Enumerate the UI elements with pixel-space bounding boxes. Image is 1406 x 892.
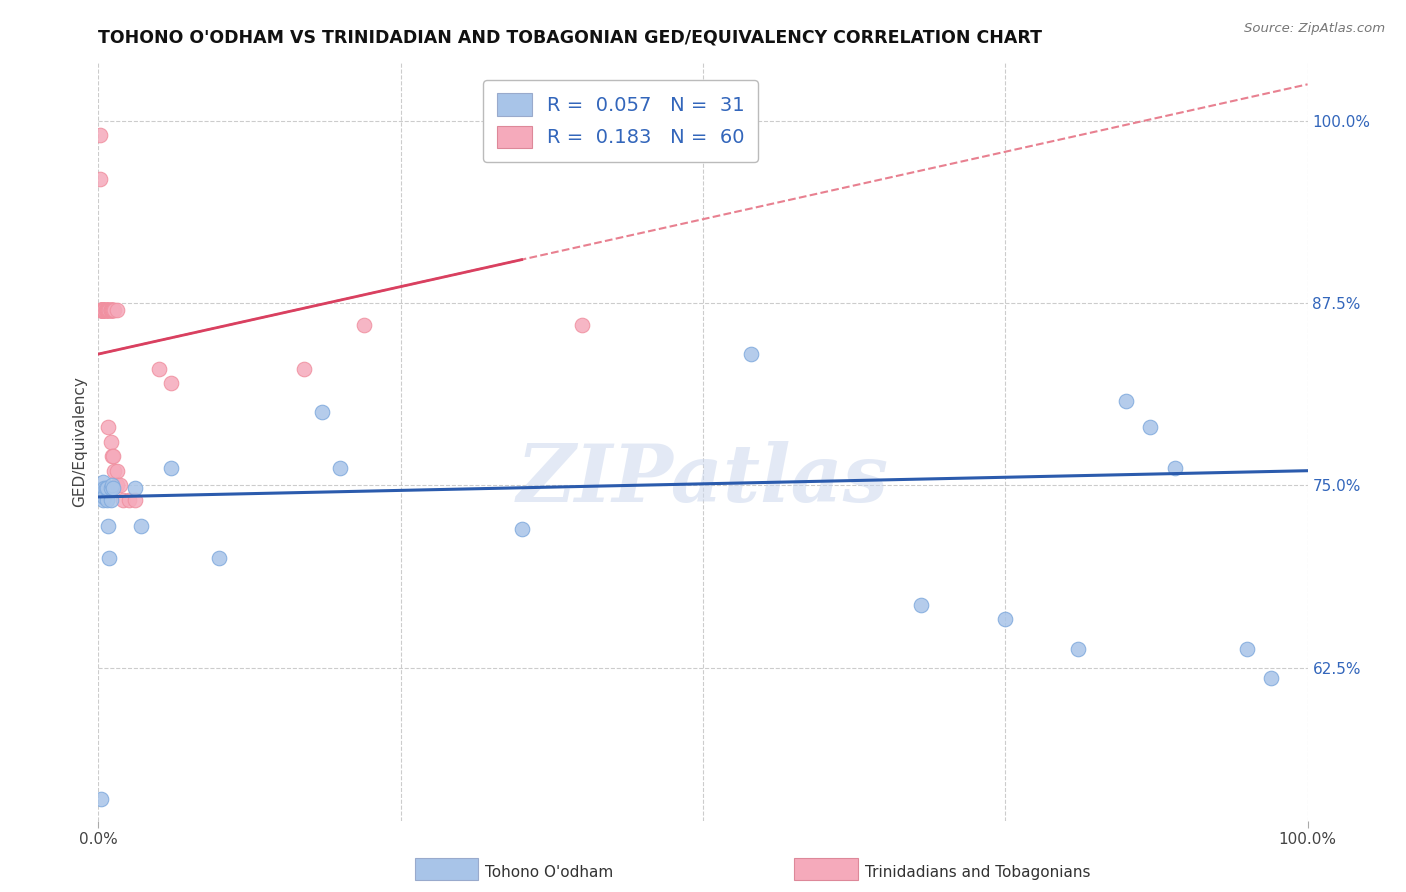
Point bbox=[329, 460, 352, 475]
Point bbox=[98, 303, 121, 318]
Text: Tohono O'odham: Tohono O'odham bbox=[485, 865, 613, 880]
Point bbox=[129, 519, 152, 533]
Point bbox=[94, 303, 117, 318]
Point bbox=[103, 464, 125, 478]
Y-axis label: GED/Equivalency: GED/Equivalency bbox=[72, 376, 87, 507]
Point bbox=[90, 303, 112, 318]
Point bbox=[510, 522, 533, 536]
Point bbox=[910, 598, 932, 612]
Point bbox=[97, 303, 120, 318]
Point bbox=[103, 303, 125, 318]
Point bbox=[105, 303, 128, 318]
Text: TOHONO O'ODHAM VS TRINIDADIAN AND TOBAGONIAN GED/EQUIVALENCY CORRELATION CHART: TOHONO O'ODHAM VS TRINIDADIAN AND TOBAGO… bbox=[98, 29, 1042, 47]
Point bbox=[91, 303, 114, 318]
Point bbox=[160, 376, 183, 391]
Text: ZIPatlas: ZIPatlas bbox=[517, 441, 889, 518]
Point bbox=[1236, 641, 1258, 656]
Point bbox=[91, 303, 114, 318]
Point bbox=[96, 492, 118, 507]
Point bbox=[100, 478, 122, 492]
Point bbox=[740, 347, 762, 361]
Point bbox=[96, 303, 118, 318]
Point bbox=[208, 551, 231, 566]
Point bbox=[100, 449, 122, 463]
Point bbox=[108, 478, 131, 492]
Point bbox=[105, 464, 128, 478]
Point bbox=[100, 303, 122, 318]
Point bbox=[91, 303, 114, 318]
Point bbox=[353, 318, 375, 332]
Point bbox=[101, 303, 124, 318]
Point bbox=[100, 303, 122, 318]
Point bbox=[124, 481, 146, 495]
Point bbox=[90, 303, 112, 318]
Point bbox=[100, 303, 122, 318]
Point bbox=[93, 303, 115, 318]
Point bbox=[93, 303, 115, 318]
Point bbox=[111, 492, 134, 507]
Point bbox=[91, 475, 114, 490]
Point bbox=[93, 481, 115, 495]
Point bbox=[101, 303, 124, 318]
Point bbox=[91, 303, 114, 318]
Text: Trinidadians and Tobagonians: Trinidadians and Tobagonians bbox=[865, 865, 1090, 880]
Point bbox=[101, 449, 124, 463]
Point bbox=[1163, 460, 1185, 475]
Point bbox=[90, 303, 112, 318]
Point bbox=[98, 303, 121, 318]
Point bbox=[97, 420, 120, 434]
Point bbox=[100, 303, 122, 318]
Point bbox=[91, 492, 114, 507]
Point bbox=[1139, 420, 1161, 434]
Point bbox=[105, 478, 128, 492]
Point bbox=[97, 303, 120, 318]
Point bbox=[571, 318, 593, 332]
Point bbox=[100, 303, 122, 318]
Point bbox=[89, 303, 111, 318]
Point bbox=[94, 303, 117, 318]
Point bbox=[97, 519, 120, 533]
Point bbox=[101, 481, 124, 495]
Point bbox=[91, 485, 114, 500]
Point bbox=[311, 405, 333, 419]
Point bbox=[89, 128, 111, 143]
Point bbox=[292, 361, 315, 376]
Point bbox=[90, 791, 112, 805]
Point bbox=[91, 303, 114, 318]
Point bbox=[124, 492, 146, 507]
Point bbox=[994, 612, 1017, 626]
Point bbox=[94, 481, 117, 495]
Point bbox=[100, 434, 122, 449]
Point bbox=[1115, 393, 1137, 408]
Point bbox=[118, 492, 141, 507]
Point bbox=[89, 172, 111, 186]
Text: Source: ZipAtlas.com: Source: ZipAtlas.com bbox=[1244, 22, 1385, 36]
Point bbox=[91, 303, 114, 318]
Legend: R =  0.057   N =  31, R =  0.183   N =  60: R = 0.057 N = 31, R = 0.183 N = 60 bbox=[484, 79, 758, 161]
Point bbox=[160, 460, 183, 475]
Point bbox=[98, 551, 121, 566]
Point bbox=[91, 303, 114, 318]
Point bbox=[100, 492, 122, 507]
Point bbox=[94, 303, 117, 318]
Point bbox=[100, 303, 122, 318]
Point bbox=[91, 303, 114, 318]
Point bbox=[96, 303, 118, 318]
Point bbox=[96, 303, 118, 318]
Point bbox=[100, 481, 122, 495]
Point bbox=[1067, 641, 1090, 656]
Point bbox=[97, 303, 120, 318]
Point bbox=[91, 303, 114, 318]
Point bbox=[148, 361, 170, 376]
Point bbox=[91, 303, 114, 318]
Point bbox=[93, 490, 115, 504]
Point bbox=[96, 481, 118, 495]
Point bbox=[93, 303, 115, 318]
Point bbox=[93, 303, 115, 318]
Point bbox=[90, 303, 112, 318]
Point bbox=[1260, 671, 1282, 685]
Point bbox=[91, 303, 114, 318]
Point bbox=[90, 303, 112, 318]
